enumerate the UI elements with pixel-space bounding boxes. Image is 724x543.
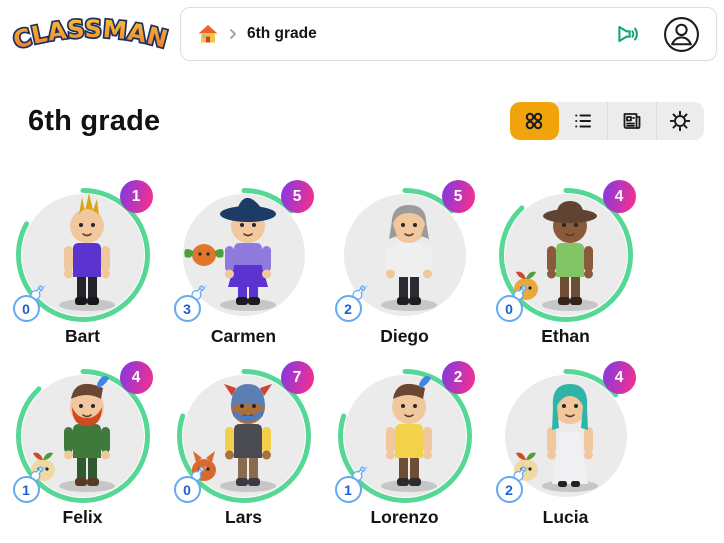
student-card-lucia[interactable]: 4 2 Lucia — [485, 361, 646, 528]
potion-count: 0 — [495, 295, 523, 322]
breadcrumb-home-button[interactable] — [197, 24, 219, 44]
view-toggle-news[interactable] — [607, 102, 656, 140]
app-logo[interactable]: CLASSMANA — [0, 0, 176, 70]
potion-badge: 0 — [495, 285, 528, 322]
student-card-ethan[interactable]: 4 0 Ethan — [485, 180, 646, 347]
level-value: 5 — [292, 187, 302, 205]
student-card-bart[interactable]: 1 0 Bart — [2, 180, 163, 347]
account-icon — [664, 16, 699, 52]
student-card-felix[interactable]: 4 1 Felix — [2, 361, 163, 528]
title-row: 6th grade — [28, 102, 704, 140]
student-character — [191, 384, 276, 492]
speaker-icon — [618, 25, 638, 43]
svg-text:CLASSMANA: CLASSMANA — [8, 3, 171, 55]
student-name: Lorenzo — [370, 507, 439, 527]
student-character — [513, 201, 598, 311]
potion-badge: 3 — [173, 285, 206, 322]
student-card-lorenzo[interactable]: 2 1 Lorenzo — [324, 361, 485, 528]
potion-badge: 2 — [495, 466, 528, 503]
level-badge: 7 — [280, 361, 314, 394]
level-badge: 1 — [119, 180, 153, 213]
student-card-carmen[interactable]: 5 3 Carmen — [163, 180, 324, 347]
student-name: Lars — [225, 507, 262, 527]
potion-count: 0 — [12, 295, 40, 322]
student-name: Carmen — [210, 326, 277, 346]
potion-badge: 1 — [12, 466, 45, 503]
level-value: 5 — [453, 187, 463, 205]
student-name: Ethan — [541, 326, 590, 346]
potion-count: 2 — [334, 295, 362, 322]
student-character — [380, 205, 437, 311]
potion-count: 2 — [495, 476, 523, 503]
student-avatar[interactable]: 4 1 — [12, 361, 153, 503]
classmana-logo-icon: CLASSMANA — [0, 0, 172, 56]
student-name: Bart — [64, 326, 100, 346]
breadcrumb: 6th grade — [180, 7, 717, 61]
level-badge: 5 — [441, 180, 475, 213]
view-toggle-group — [510, 102, 704, 140]
level-badge: 4 — [602, 361, 636, 394]
app-header: CLASSMANA 6th grade — [0, 0, 724, 68]
students-grid: 1 0 Bart 5 — [0, 180, 724, 528]
view-toggle-grid[interactable] — [510, 102, 559, 140]
potion-badge: 1 — [334, 466, 367, 503]
settings-gear-icon — [670, 110, 691, 132]
student-name: Diego — [380, 326, 429, 346]
potion-count: 3 — [173, 295, 201, 322]
level-value: 4 — [614, 187, 624, 205]
home-icon — [198, 25, 218, 43]
level-badge: 2 — [441, 361, 475, 394]
student-name: Felix — [62, 507, 103, 527]
student-avatar[interactable]: 4 0 — [495, 180, 636, 322]
potion-count: 1 — [334, 476, 362, 503]
student-avatar[interactable]: 4 2 — [495, 361, 636, 503]
student-character — [58, 193, 115, 311]
level-value: 7 — [292, 368, 302, 386]
student-name: Lucia — [542, 507, 589, 527]
level-value: 4 — [131, 368, 141, 386]
student-character — [183, 197, 276, 311]
pet-icon — [183, 244, 224, 266]
student-character — [513, 384, 598, 492]
level-value: 1 — [131, 187, 141, 205]
potion-count: 0 — [173, 476, 201, 503]
student-card-diego[interactable]: 5 2 Diego — [324, 180, 485, 347]
level-value: 4 — [614, 368, 624, 386]
student-avatar[interactable]: 1 0 — [12, 180, 153, 322]
level-value: 2 — [453, 368, 463, 386]
level-badge: 5 — [280, 180, 314, 213]
student-character — [380, 376, 437, 492]
level-badge: 4 — [119, 361, 153, 394]
student-avatar[interactable]: 5 2 — [334, 180, 475, 322]
potion-badge: 0 — [12, 285, 45, 322]
logo-text: CLASSMANA — [0, 0, 172, 56]
student-card-lars[interactable]: 7 0 Lars — [163, 361, 324, 528]
page-title: 6th grade — [28, 104, 161, 137]
potion-badge: 2 — [334, 285, 367, 322]
student-avatar[interactable]: 7 0 — [173, 361, 314, 503]
list-view-icon — [574, 114, 591, 128]
grid-view-icon — [526, 112, 543, 130]
breadcrumb-current: 6th grade — [247, 25, 317, 42]
account-button[interactable] — [663, 16, 700, 53]
student-avatar[interactable]: 2 1 — [334, 361, 475, 503]
student-avatar[interactable]: 5 3 — [173, 180, 314, 322]
potion-badge: 0 — [173, 466, 206, 503]
level-badge: 4 — [602, 180, 636, 213]
view-toggle-settings[interactable] — [655, 102, 705, 140]
potion-count: 1 — [12, 476, 40, 503]
sound-button[interactable] — [614, 21, 641, 47]
chevron-right-icon — [230, 29, 236, 39]
view-toggle-list[interactable] — [559, 102, 608, 140]
news-icon — [623, 113, 641, 129]
